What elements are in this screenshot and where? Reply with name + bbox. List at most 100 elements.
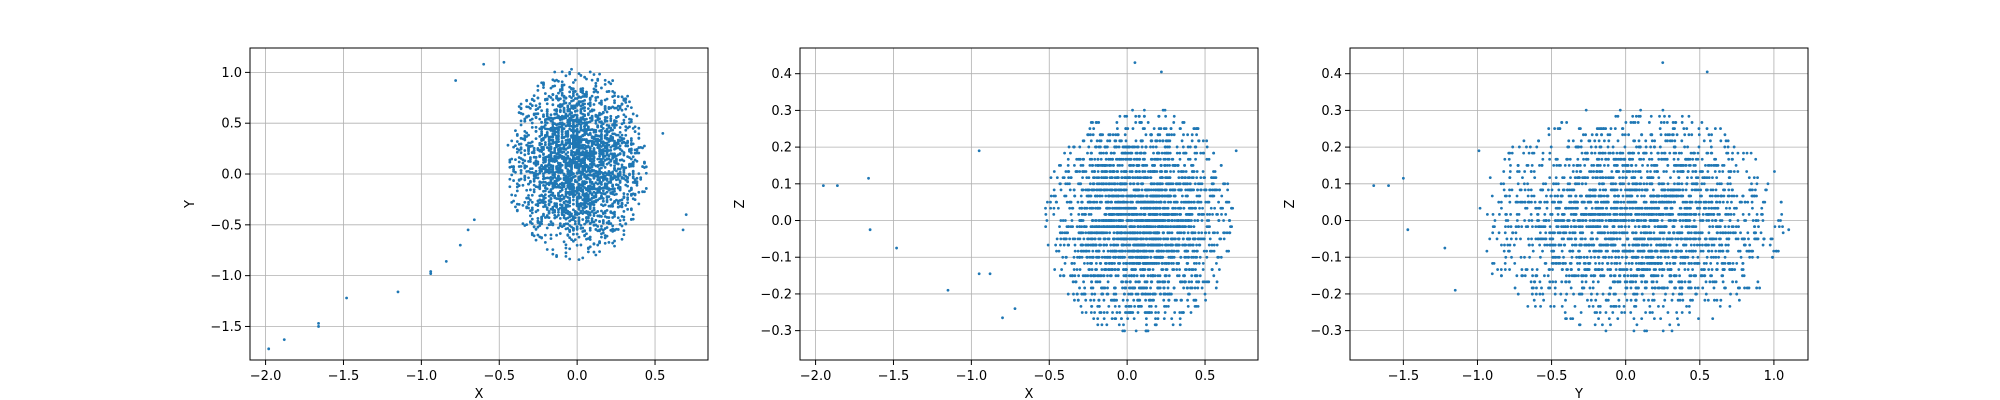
- data-point: [1144, 317, 1148, 320]
- data-point: [1197, 200, 1201, 204]
- data-point: [594, 96, 598, 100]
- data-point: [1196, 286, 1200, 290]
- data-point: [605, 97, 609, 101]
- data-point: [1095, 188, 1099, 192]
- data-point: [620, 95, 624, 99]
- data-point: [1073, 249, 1077, 253]
- data-point: [1066, 243, 1070, 247]
- data-point: [1095, 194, 1099, 198]
- data-point: [515, 150, 519, 154]
- data-point: [532, 177, 536, 181]
- data-point: [1065, 231, 1068, 235]
- data-point: [575, 150, 579, 154]
- data-point: [616, 177, 620, 181]
- data-point: [1064, 182, 1068, 186]
- data-point: [562, 240, 566, 244]
- data-point: [601, 221, 605, 225]
- data-point: [1110, 268, 1114, 271]
- data-point: [1100, 194, 1104, 198]
- data-point: [549, 155, 553, 159]
- data-point: [572, 90, 575, 93]
- data-point: [562, 172, 566, 176]
- data-point: [1094, 280, 1098, 284]
- data-point: [1081, 157, 1085, 161]
- data-point: [1194, 268, 1197, 271]
- data-point: [624, 115, 628, 119]
- data-point: [592, 128, 596, 132]
- data-point: [1096, 170, 1100, 173]
- data-point: [624, 128, 628, 132]
- data-point: [1178, 182, 1182, 186]
- data-point: [519, 102, 523, 106]
- data-point: [577, 135, 581, 139]
- data-point: [616, 95, 620, 98]
- data-point: [605, 157, 609, 161]
- data-point: [1205, 255, 1209, 259]
- data-point: [588, 98, 592, 101]
- data-point: [1094, 145, 1097, 149]
- data-point: [1091, 249, 1095, 253]
- data-point: [1171, 323, 1175, 327]
- data-point: [560, 91, 564, 95]
- data-point: [1180, 139, 1184, 143]
- data-point: [1105, 182, 1109, 186]
- data-point: [1173, 188, 1177, 192]
- data-point: [1087, 268, 1091, 271]
- data-point: [568, 72, 572, 76]
- data-point: [594, 223, 598, 227]
- data-point: [600, 203, 603, 207]
- data-point: [609, 117, 613, 121]
- data-point: [1120, 188, 1123, 192]
- data-point: [1195, 262, 1198, 265]
- data-point: [1113, 237, 1116, 241]
- data-point: [543, 167, 547, 171]
- data-point: [626, 201, 630, 205]
- data-point: [581, 198, 585, 202]
- data-point: [1122, 268, 1125, 271]
- data-point: [1080, 212, 1084, 216]
- data-point: [521, 204, 525, 207]
- data-point: [629, 208, 633, 212]
- data-point: [1163, 163, 1167, 167]
- data-point: [1157, 262, 1161, 265]
- data-point: [609, 211, 613, 214]
- data-point: [1204, 200, 1208, 204]
- data-point: [551, 122, 555, 126]
- data-point: [519, 136, 523, 140]
- data-point: [1052, 170, 1056, 173]
- data-point: [590, 94, 594, 98]
- data-point: [1170, 219, 1174, 222]
- data-point: [583, 109, 587, 113]
- data-point: [1186, 157, 1190, 161]
- data-point: [1116, 170, 1120, 173]
- data-point: [564, 152, 568, 156]
- data-point: [626, 207, 630, 211]
- data-point: [568, 177, 572, 180]
- data-point: [564, 164, 568, 168]
- data-point: [1135, 249, 1139, 253]
- data-point: [1170, 317, 1174, 320]
- data-point: [553, 150, 557, 154]
- data-point: [1071, 280, 1075, 284]
- data-point: [1135, 255, 1139, 259]
- data-point: [542, 177, 545, 181]
- data-point: [1117, 255, 1121, 259]
- data-point: [1191, 176, 1195, 180]
- data-point: [542, 174, 545, 178]
- data-point: [1073, 243, 1077, 247]
- data-point: [1166, 206, 1170, 210]
- data-point: [572, 94, 575, 98]
- data-point: [1053, 268, 1057, 271]
- data-point: [601, 148, 605, 151]
- data-point: [1135, 231, 1139, 235]
- data-point: [629, 106, 633, 110]
- data-point: [586, 141, 590, 145]
- data-point: [1175, 268, 1179, 271]
- data-point: [1095, 139, 1099, 143]
- data-point: [1176, 219, 1180, 222]
- data-point: [600, 128, 603, 132]
- data-point: [1130, 145, 1134, 149]
- data-point: [549, 178, 553, 182]
- data-point: [523, 149, 527, 152]
- data-point: [560, 197, 564, 201]
